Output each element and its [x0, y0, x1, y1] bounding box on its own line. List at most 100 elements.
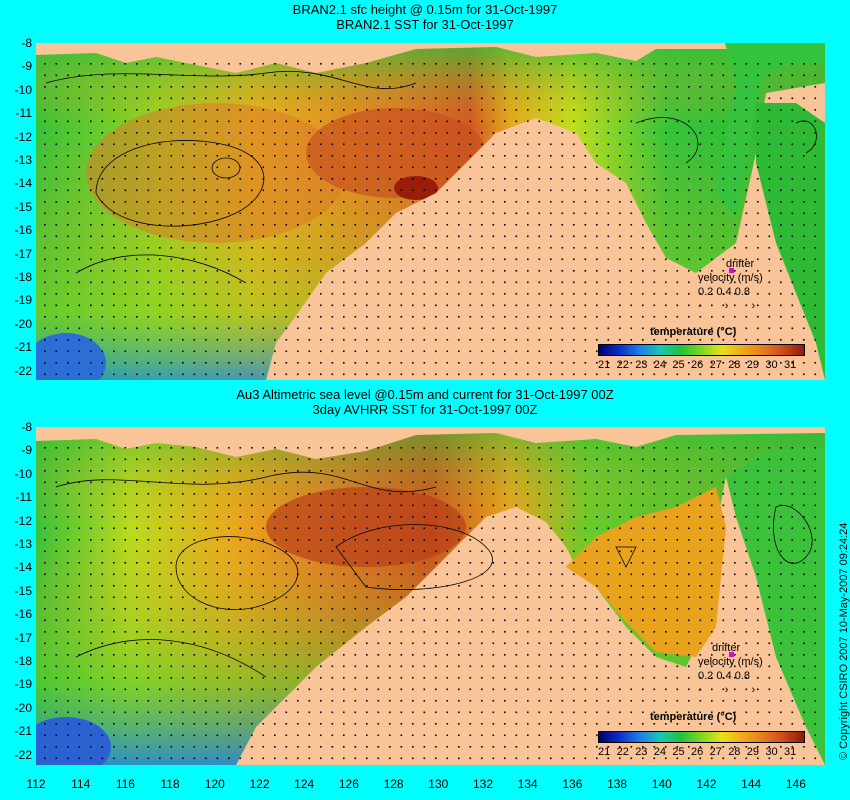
vector-mark — [642, 562, 644, 564]
vector-mark — [377, 734, 380, 737]
vector-mark — [561, 247, 564, 249]
vector-mark — [561, 757, 564, 760]
vector-mark — [343, 143, 345, 146]
vector-mark — [619, 504, 621, 507]
vector-mark — [573, 339, 575, 341]
vector-mark — [239, 734, 242, 737]
vector-mark — [354, 120, 357, 123]
vector-mark — [216, 293, 219, 295]
vector-mark — [504, 688, 506, 691]
vector-mark — [239, 757, 242, 760]
vector-mark — [44, 339, 46, 341]
vector-mark — [561, 270, 564, 272]
vector-mark — [492, 573, 495, 576]
vector-mark — [642, 132, 644, 134]
vector-mark — [734, 470, 736, 472]
vector-mark — [734, 746, 736, 748]
vector-mark — [389, 166, 391, 169]
vector-mark — [734, 166, 736, 169]
vector-mark — [458, 550, 460, 553]
vector-mark — [757, 63, 759, 65]
vector-mark — [205, 493, 207, 495]
vector-mark — [515, 178, 518, 180]
vector-mark — [803, 224, 805, 226]
vector-mark — [389, 688, 391, 691]
vector-mark — [412, 527, 414, 530]
vector-mark — [285, 516, 288, 518]
vector-mark — [803, 235, 805, 238]
top-y-label: -19 — [14, 293, 32, 308]
vector-mark — [642, 608, 644, 610]
vector-mark — [791, 677, 794, 679]
vector-mark — [354, 293, 357, 295]
vector-mark — [757, 677, 759, 679]
vector-mark — [791, 327, 794, 330]
vector-mark — [366, 470, 368, 472]
vector-mark — [239, 281, 242, 284]
vector-mark — [320, 573, 322, 576]
legend-tick: 27 — [709, 746, 722, 758]
vector-mark — [262, 504, 265, 507]
vector-mark — [67, 362, 69, 364]
vector-mark — [527, 74, 529, 77]
vector-mark — [113, 362, 115, 364]
vector-mark — [366, 281, 368, 284]
vector-mark — [320, 132, 322, 134]
vector-mark — [170, 734, 173, 737]
vector-mark — [538, 132, 541, 134]
vector-mark — [504, 212, 506, 215]
vector-mark — [469, 63, 472, 65]
vector-mark — [228, 481, 230, 484]
vector-mark — [458, 270, 460, 272]
vector-mark — [239, 631, 242, 633]
vector-mark — [55, 493, 58, 495]
vector-mark — [676, 746, 679, 748]
vector-mark — [711, 189, 713, 192]
vector-mark — [251, 654, 253, 656]
vector-mark — [527, 550, 529, 553]
vector-mark — [619, 723, 621, 725]
vector-mark — [55, 539, 58, 541]
vector-mark — [653, 481, 656, 484]
vector-mark — [642, 665, 644, 668]
vector-mark — [90, 350, 92, 353]
vector-mark — [113, 235, 115, 238]
vector-mark — [481, 178, 483, 180]
vector-mark — [90, 189, 92, 192]
legend-tick: 24 — [653, 746, 667, 758]
vector-mark — [285, 143, 288, 146]
vector-mark — [170, 258, 173, 261]
bottom-y-label: -14 — [14, 560, 32, 575]
vector-mark — [527, 539, 529, 541]
vector-mark — [676, 550, 679, 553]
vector-mark — [803, 711, 805, 714]
vector-mark — [653, 619, 656, 622]
vector-mark — [216, 654, 219, 656]
vector-mark — [630, 155, 633, 157]
vector-mark — [228, 86, 230, 88]
vector-mark — [285, 711, 288, 714]
top-title-line1: BRAN2.1 sfc height @ 0.15m for 31-Oct-19… — [292, 2, 558, 17]
vector-mark — [55, 447, 58, 449]
vector-mark — [78, 757, 81, 760]
vector-mark — [665, 316, 667, 318]
vector-mark — [44, 562, 46, 564]
vector-mark — [504, 166, 506, 169]
vector-mark — [147, 293, 150, 295]
vector-mark — [308, 97, 311, 100]
vector-mark — [308, 585, 311, 587]
vector-mark — [734, 316, 736, 318]
vector-mark — [607, 74, 610, 77]
vector-mark — [412, 258, 414, 261]
vector-mark — [389, 258, 391, 261]
vector-mark — [515, 447, 518, 449]
vector-mark — [745, 619, 748, 622]
vector-mark — [734, 212, 736, 215]
vector-mark — [343, 224, 345, 226]
vector-mark — [768, 746, 771, 748]
vector-mark — [607, 212, 610, 215]
vector-mark — [446, 734, 449, 737]
vector-mark — [182, 562, 184, 564]
vector-mark — [573, 155, 575, 157]
vector-mark — [147, 132, 150, 134]
